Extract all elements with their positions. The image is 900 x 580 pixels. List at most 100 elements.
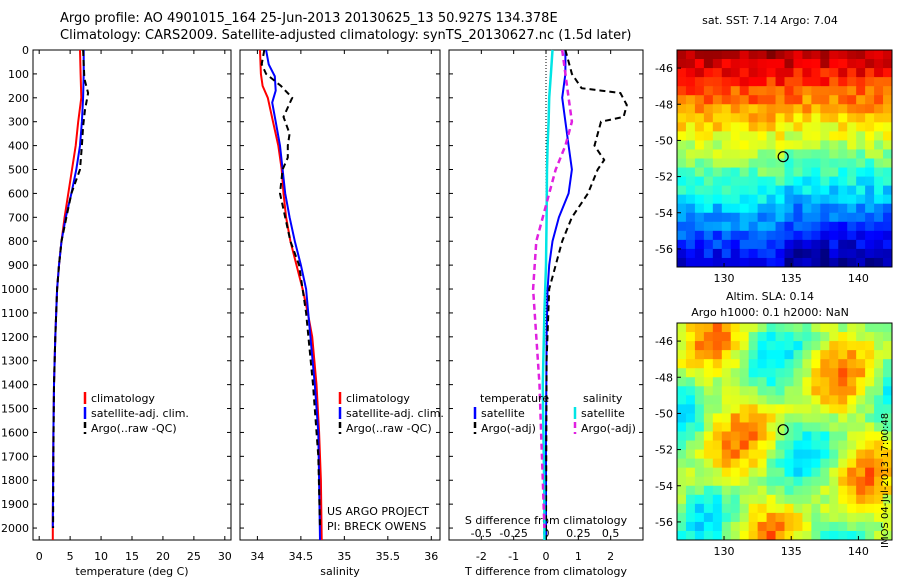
sla-map-cell <box>694 521 705 532</box>
sla-map-cell <box>766 332 777 342</box>
sst-map-cell <box>694 77 705 87</box>
sst-map-cell <box>793 68 803 78</box>
sla-map-cell <box>793 386 803 396</box>
sst-map-cell <box>883 59 892 69</box>
sla-map-cell <box>802 404 812 414</box>
sst-map-cell <box>865 50 875 60</box>
sst-map-cell <box>677 140 687 150</box>
sst-map-cell <box>829 149 839 159</box>
sst-map-cell <box>730 239 741 250</box>
sst-map-cell <box>883 140 892 150</box>
sla-map-cell <box>721 431 732 442</box>
sst-map-cell <box>829 248 839 259</box>
sla-map-cell <box>811 530 821 540</box>
sla-map-cell <box>793 413 803 423</box>
x-tick-label: -2 <box>476 550 487 563</box>
sla-map-cell <box>847 332 857 342</box>
sst-map-cell <box>793 95 803 105</box>
sst-map-cell <box>811 158 821 169</box>
sla-map-cell <box>784 395 794 405</box>
sla-map-cell <box>757 422 768 432</box>
sst-map-cell <box>793 104 803 114</box>
sst-map-cell <box>802 212 812 223</box>
sst-map-cell <box>820 239 830 250</box>
sla-map-cell <box>883 368 892 378</box>
sla-map-cell <box>685 341 696 351</box>
sst-map-cell <box>775 59 785 69</box>
sst-map-cell <box>677 239 687 250</box>
sst-map-cell <box>784 50 794 60</box>
sla-map-cell <box>874 413 884 423</box>
sst-map-cell <box>802 131 812 141</box>
sla-map-cell <box>802 377 812 387</box>
sst-map-cell <box>721 203 732 214</box>
sst-map-cell <box>784 122 794 132</box>
sla-map-cell <box>739 359 750 369</box>
sla-map-cell <box>721 395 732 405</box>
sst-map-cell <box>838 185 848 196</box>
sst-map-cell <box>865 239 875 250</box>
sla-map-cell <box>829 386 839 396</box>
sla-map-cell <box>847 359 857 369</box>
sst-map-cell <box>694 167 705 178</box>
sst-map-cell <box>829 230 839 241</box>
y-tick-label: 1200 <box>1 331 29 344</box>
sst-map-cell <box>766 104 777 114</box>
sst-map-cell <box>856 239 866 250</box>
sst-map-xtick-label: 135 <box>781 272 802 285</box>
sst-map-cell <box>820 230 830 241</box>
sla-map-cell <box>874 332 884 342</box>
sla-map-cell <box>721 440 732 451</box>
sla-map-cell <box>802 395 812 405</box>
sla-map-cell <box>766 386 777 396</box>
sla-map-cell <box>820 467 830 478</box>
sla-map-cell <box>820 386 830 396</box>
sla-map-cell <box>802 512 812 523</box>
sla-map-cell <box>677 494 687 505</box>
sla-map-cell <box>685 386 696 396</box>
x-tick-label: 20 <box>156 550 170 563</box>
sst-map-cell <box>748 140 759 150</box>
sla-map-cell <box>838 404 848 414</box>
sla-map-cell <box>811 440 821 451</box>
sst-map-cell <box>757 68 768 78</box>
sst-map-cell <box>757 194 768 205</box>
sla-map-cell <box>739 503 750 514</box>
sla-map-cell <box>677 440 687 451</box>
sst-map-cell <box>703 113 714 123</box>
sla-map-cell <box>865 359 875 369</box>
y-tick-label: 1100 <box>1 307 29 320</box>
sla-map-cell <box>847 440 857 451</box>
sla-map-cell <box>847 494 857 505</box>
sla-map-cell <box>829 431 839 442</box>
y-tick-label: 700 <box>8 211 29 224</box>
sst-map-cell <box>883 131 892 141</box>
sla-map-cell <box>874 404 884 414</box>
sla-map-cell <box>865 476 875 487</box>
sla-map-cell <box>874 512 884 523</box>
sla-map-cell <box>712 422 723 432</box>
sla-map-cell <box>820 332 830 342</box>
sla-map-cell <box>775 323 785 333</box>
sst-map-cell <box>856 203 866 214</box>
sst-map-cell <box>847 104 857 114</box>
x-tick-label: -1 <box>508 550 519 563</box>
sst-map-cell <box>748 212 759 223</box>
sla-map-cell <box>703 413 714 423</box>
sla-map-cell <box>793 350 803 360</box>
sla-map-cell <box>874 494 884 505</box>
sst-map-cell <box>757 95 768 105</box>
sla-map-cell <box>677 404 687 414</box>
sla-map-cell <box>883 530 892 540</box>
sla-map-cell <box>748 386 759 396</box>
sla-map-cell <box>865 485 875 496</box>
sst-map-ytick-label: -54 <box>655 207 673 220</box>
sla-map-cell <box>748 494 759 505</box>
sst-map-cell <box>748 113 759 123</box>
sst-map-cell <box>685 257 696 267</box>
sla-map-cell <box>739 485 750 496</box>
sst-map-ytick-label: -56 <box>655 243 673 256</box>
sla-map-cell <box>775 458 785 469</box>
sla-map-cell <box>784 530 794 540</box>
sst-map-cell <box>847 68 857 78</box>
